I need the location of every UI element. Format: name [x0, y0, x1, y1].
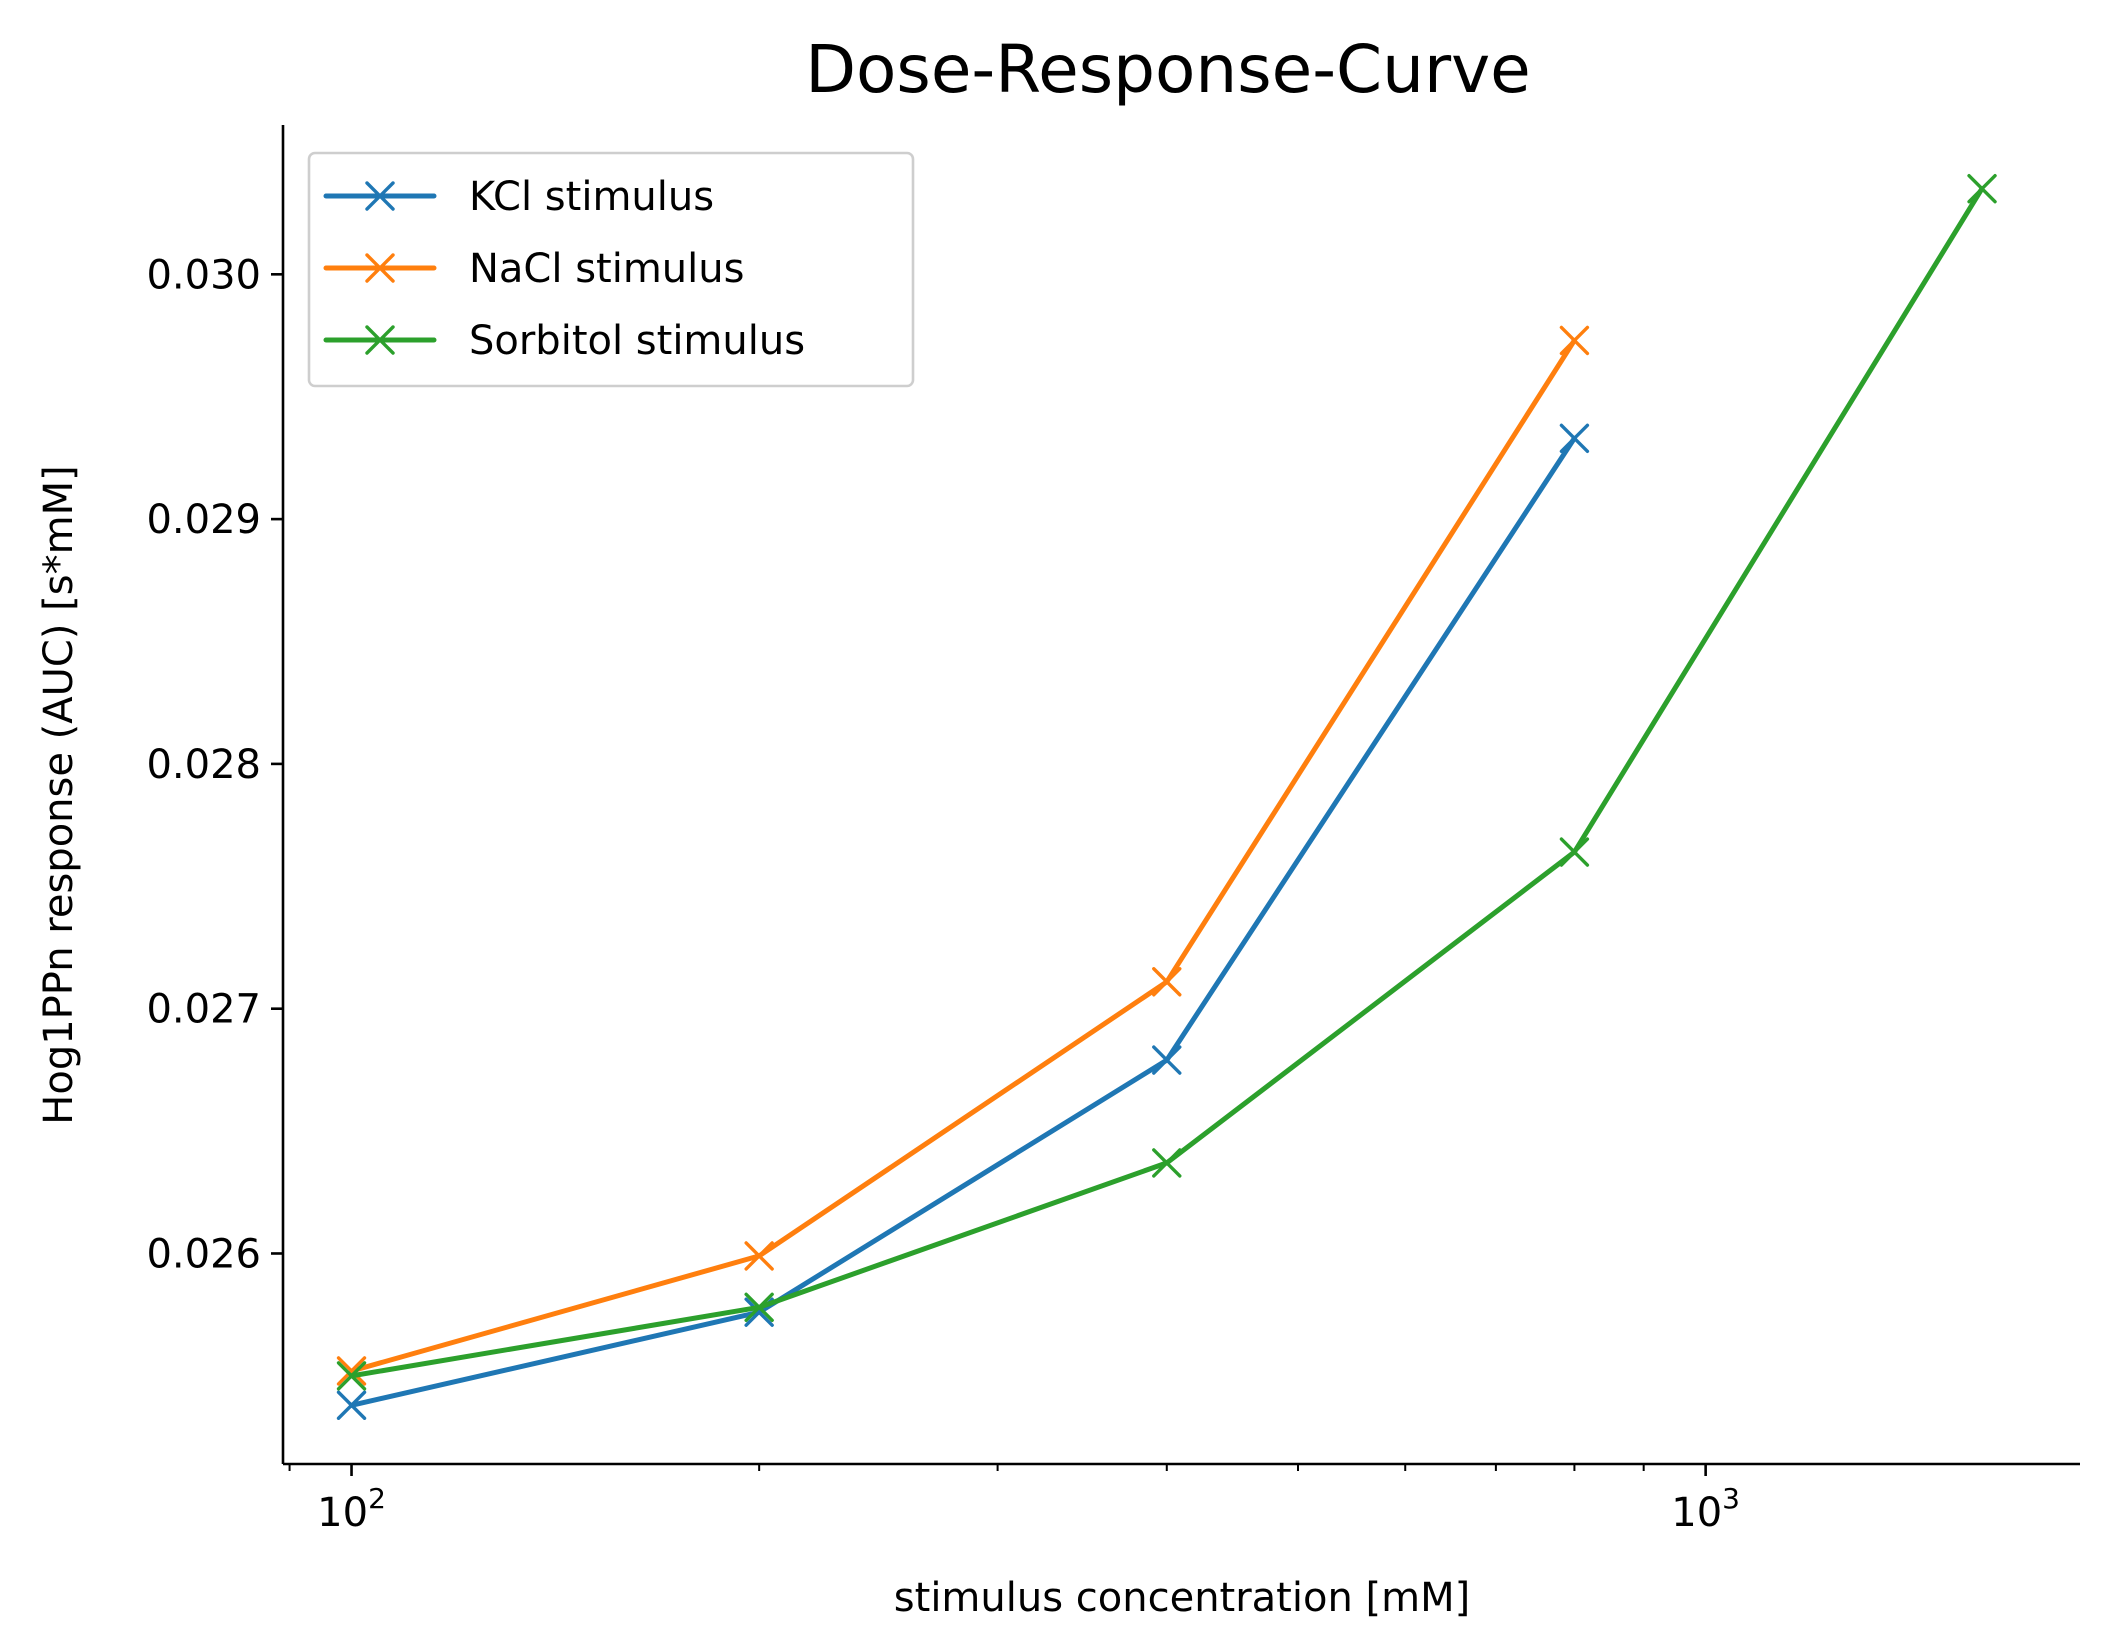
series-nacl-stimulus: [336, 325, 1590, 1386]
x-tick-label: 103: [1671, 1482, 1740, 1536]
data-point-sorbitol-stimulus: [336, 1361, 367, 1391]
legend-marker: [365, 325, 395, 355]
legend-marker: [365, 253, 395, 283]
x-tick-label: 102: [317, 1482, 386, 1536]
legend-item-kcl-stimulus: KCl stimulus: [323, 174, 714, 220]
plot-area: [336, 173, 1997, 1420]
legend-frame: [307, 151, 915, 388]
y-tick-label: 0.027: [146, 987, 261, 1033]
x-tick-exponent: 3: [1722, 1482, 1740, 1515]
legend-label: KCl stimulus: [469, 174, 714, 220]
y-tick-label: 0.028: [146, 742, 261, 788]
y-tick-label: 0.026: [146, 1231, 261, 1277]
data-point-sorbitol-stimulus: [1152, 1148, 1182, 1178]
data-point-sorbitol-stimulus: [744, 1292, 774, 1323]
y-ticks: 0.026 0.027 0.028 0.029 0.030: [146, 252, 283, 1277]
x-tick-base: 10: [317, 1490, 368, 1536]
data-point-nacl-stimulus: [1152, 967, 1182, 997]
series-line-nacl-stimulus: [349, 337, 1577, 1374]
legend-item-sorbitol-stimulus: Sorbitol stimulus: [323, 318, 805, 364]
y-tick-label: 0.030: [146, 252, 261, 298]
legend-label: NaCl stimulus: [469, 246, 744, 292]
x-tick-base: 10: [1671, 1490, 1722, 1536]
legend-item-nacl-stimulus: NaCl stimulus: [323, 246, 744, 292]
data-point-kcl-stimulus: [336, 1390, 367, 1420]
data-point-nacl-stimulus: [744, 1241, 774, 1271]
legend-label: Sorbitol stimulus: [469, 318, 805, 364]
legend: KCl stimulus NaCl stimulus Sorbitol stimul…: [307, 151, 915, 388]
legend-marker: [365, 181, 395, 211]
data-point-sorbitol-stimulus: [1559, 837, 1590, 867]
data-point-kcl-stimulus: [1152, 1045, 1182, 1075]
x-ticks: 102 103: [288, 1464, 1740, 1536]
data-point-kcl-stimulus: [1559, 423, 1590, 454]
data-point-sorbitol-stimulus: [1967, 173, 1997, 204]
y-tick-label: 0.029: [146, 497, 261, 543]
series-sorbitol-stimulus: [336, 173, 1997, 1391]
y-axis-label: Hog1PPn response (AUC) [s*mM]: [36, 465, 82, 1124]
x-tick-exponent: 2: [368, 1482, 386, 1515]
x-axis-label: stimulus concentration [mM]: [894, 1575, 1470, 1621]
series-line-kcl-stimulus: [349, 435, 1577, 1408]
data-point-nacl-stimulus: [1559, 325, 1590, 356]
series-kcl-stimulus: [336, 423, 1590, 1420]
chart-title: Dose-Response-Curve: [805, 31, 1531, 108]
data-point-nacl-stimulus: [336, 1356, 367, 1386]
